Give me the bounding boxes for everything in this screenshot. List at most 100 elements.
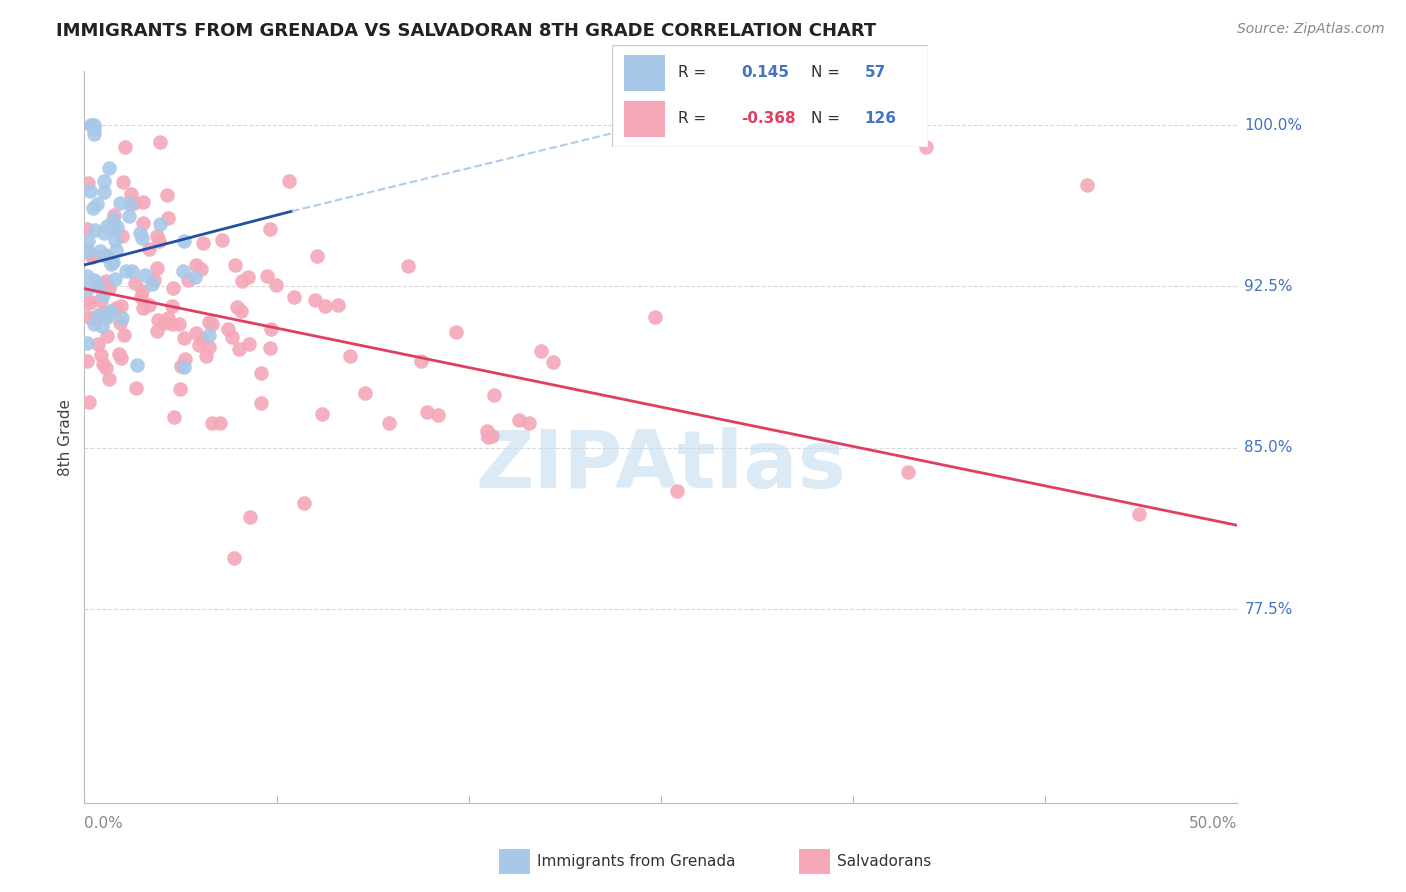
Point: [98, 303, 121, 318]
Point: [80, 118, 103, 132]
Point: [132, 216, 155, 230]
Point: [86, 312, 108, 326]
Point: [79, 184, 101, 198]
Point: [138, 298, 160, 312]
Point: [666, 484, 689, 499]
Point: [83, 118, 105, 132]
Bar: [624, 55, 665, 91]
Point: [120, 196, 142, 211]
Point: [156, 188, 179, 202]
Text: Salvadorans: Salvadorans: [837, 855, 931, 869]
Point: [80, 118, 103, 132]
Text: ZIPAtlas: ZIPAtlas: [475, 427, 846, 506]
Point: [224, 258, 246, 272]
Point: [173, 331, 195, 345]
Point: [378, 417, 401, 431]
Point: [76, 222, 98, 236]
Point: [517, 416, 540, 430]
Point: [90, 293, 112, 307]
Point: [131, 285, 153, 299]
Point: [141, 277, 163, 291]
Point: [93, 357, 115, 371]
Text: 50.0%: 50.0%: [1189, 815, 1237, 830]
Point: [259, 341, 281, 355]
Point: [108, 196, 131, 211]
Point: [191, 235, 214, 250]
Point: [162, 317, 184, 331]
Point: [104, 272, 127, 286]
Point: [87, 278, 110, 293]
Point: [184, 269, 207, 284]
Point: [132, 301, 155, 315]
Point: [114, 140, 136, 154]
Point: [91, 305, 114, 319]
Point: [530, 344, 553, 359]
Point: [163, 409, 186, 424]
Point: [201, 416, 224, 430]
Point: [326, 298, 349, 312]
Text: 126: 126: [865, 112, 897, 127]
Bar: [624, 101, 665, 137]
Point: [121, 264, 143, 278]
Point: [82, 201, 104, 215]
Point: [149, 135, 172, 149]
Point: [87, 308, 110, 322]
Point: [93, 185, 115, 199]
Point: [89, 244, 111, 259]
Point: [111, 175, 134, 189]
Point: [96, 328, 118, 343]
Point: [96, 308, 118, 322]
Point: [541, 355, 564, 369]
Point: [250, 395, 273, 409]
Point: [124, 276, 146, 290]
Point: [217, 322, 239, 336]
Point: [190, 261, 212, 276]
Point: [138, 243, 160, 257]
Point: [314, 299, 336, 313]
Point: [83, 127, 105, 141]
Point: [477, 424, 499, 438]
Point: [83, 273, 105, 287]
Point: [96, 360, 118, 375]
Point: [416, 405, 439, 419]
Point: [201, 318, 224, 332]
Point: [100, 222, 122, 236]
Point: [156, 310, 179, 325]
Point: [238, 337, 260, 351]
Point: [76, 336, 98, 351]
Point: [94, 247, 117, 261]
Point: [162, 299, 184, 313]
Point: [110, 300, 132, 314]
Point: [94, 274, 117, 288]
Point: [209, 416, 232, 430]
Point: [221, 330, 243, 344]
Point: [198, 314, 221, 328]
Point: [80, 295, 103, 310]
Point: [211, 233, 233, 247]
Point: [105, 243, 128, 257]
Point: [1076, 178, 1098, 193]
Text: 85.0%: 85.0%: [1244, 441, 1292, 455]
Point: [231, 274, 253, 288]
Point: [396, 259, 419, 273]
Point: [174, 351, 197, 366]
Point: [87, 278, 110, 293]
Point: [86, 196, 108, 211]
Point: [93, 226, 115, 240]
Point: [111, 310, 134, 325]
Point: [482, 388, 505, 402]
Point: [83, 312, 105, 326]
Point: [305, 249, 328, 263]
Point: [304, 293, 326, 308]
Text: 100.0%: 100.0%: [1244, 118, 1302, 133]
Point: [111, 228, 134, 243]
Point: [76, 296, 98, 310]
Point: [311, 407, 333, 421]
Point: [153, 316, 176, 330]
Point: [339, 349, 361, 363]
Text: Source: ZipAtlas.com: Source: ZipAtlas.com: [1237, 22, 1385, 37]
Point: [83, 317, 105, 331]
Point: [101, 255, 124, 269]
Point: [129, 290, 152, 304]
Point: [228, 342, 250, 356]
